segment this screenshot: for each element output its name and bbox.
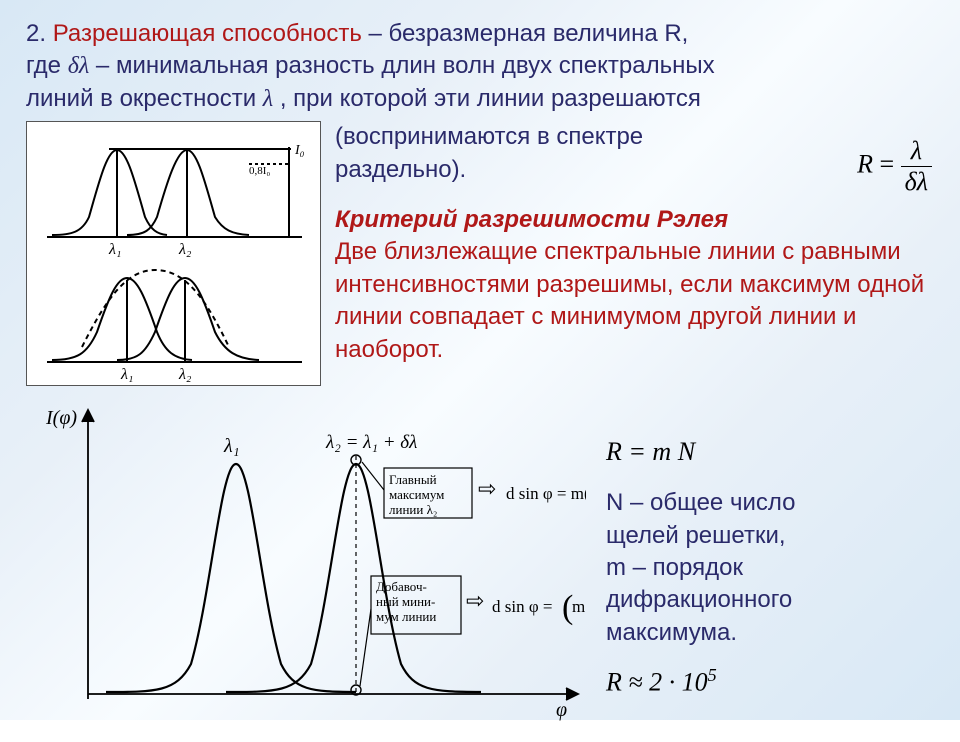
svg-text:линии λ₂: линии λ₂ [389, 502, 437, 517]
svg-text:Добавоч-: Добавоч- [376, 579, 427, 594]
svg-text:m +: m + [572, 597, 586, 616]
f3-lhs: R ≈ 2 · 10 [606, 668, 708, 697]
formula-rmn: R = m N [606, 434, 934, 469]
p2-l2: раздельно). [335, 156, 466, 183]
f1-lhs: R [857, 149, 873, 178]
c3-l5: максимума. [606, 617, 934, 649]
f3-exp: 5 [708, 665, 717, 685]
p2-l1: (воспринимаются в спектре [335, 123, 643, 150]
svg-text:⇨: ⇨ [478, 476, 496, 501]
big-chart: I(φ) φ λ₁ λ₂ = λ₁ + δλ Главный максимум … [26, 394, 586, 724]
rayleigh-body: Две близлежащие спектральные линии с рав… [335, 238, 924, 362]
c3-l1: N – общее число [606, 487, 934, 519]
f1-den: δλ [901, 166, 932, 197]
p1-l1c: – безразмерная величина R, [362, 20, 689, 47]
intro-paragraph: 2. Разрешающая способность – безразмерна… [26, 18, 934, 115]
rayleigh: Критерий разрешимости Рэлея Две близлежа… [335, 204, 934, 366]
p1-l3a: линий в окрестности [26, 85, 263, 112]
svg-text:λ₁: λ₁ [108, 241, 122, 258]
small-diagram: λ₁ λ₂ I₀ 0,8I₀ λ₁ λ₂ [26, 121, 321, 386]
p1-l2a: где [26, 52, 68, 79]
formula-approx: R ≈ 2 · 105 [606, 663, 934, 700]
svg-text:I(φ): I(φ) [45, 407, 77, 429]
svg-text:d sin φ =: d sin φ = [492, 597, 553, 616]
svg-text:I₀: I₀ [294, 143, 305, 158]
p1-l3c: , при которой эти линии разрешаются [273, 85, 701, 112]
right-col: R = m N N – общее число щелей решетки, m… [606, 394, 934, 724]
svg-text:λ₂ = λ₁ + δλ: λ₂ = λ₁ + δλ [325, 432, 417, 453]
formula-r-lambda: R = λ δλ [857, 136, 932, 197]
svg-text:λ₂: λ₂ [178, 366, 192, 383]
svg-text:ный мини-: ный мини- [376, 594, 435, 609]
rayleigh-title: Критерий разрешимости Рэлея [335, 206, 728, 233]
c3-l3: m – порядок [606, 552, 934, 584]
p1-l2c: – минимальная разность длин волн двух сп… [89, 52, 714, 79]
svg-text:максимум: максимум [389, 487, 444, 502]
svg-text:0,8I₀: 0,8I₀ [249, 165, 270, 177]
svg-text:λ₁: λ₁ [223, 435, 240, 457]
p1-dl: δλ [68, 53, 90, 79]
f1-num: λ [907, 136, 926, 166]
svg-text:λ₁: λ₁ [120, 366, 134, 383]
para2: (воспринимаются в спектре раздельно). [335, 121, 934, 186]
p1-l1a: 2. [26, 20, 53, 47]
svg-text:мум линии: мум линии [376, 609, 436, 624]
p1-term: Разрешающая способность [53, 20, 362, 47]
svg-text:λ₂: λ₂ [178, 241, 192, 258]
f1-eq: = [879, 149, 900, 178]
svg-text:Главный: Главный [389, 472, 437, 487]
c3-l4: дифракционного [606, 584, 934, 616]
svg-text:φ: φ [556, 699, 567, 721]
c3-l2: щелей решетки, [606, 520, 934, 552]
p1-lam: λ [263, 86, 273, 112]
svg-text:⇨: ⇨ [466, 588, 484, 613]
svg-text:d sin φ = m(λ₁ + δλ): d sin φ = m(λ₁ + δλ) [506, 484, 586, 503]
